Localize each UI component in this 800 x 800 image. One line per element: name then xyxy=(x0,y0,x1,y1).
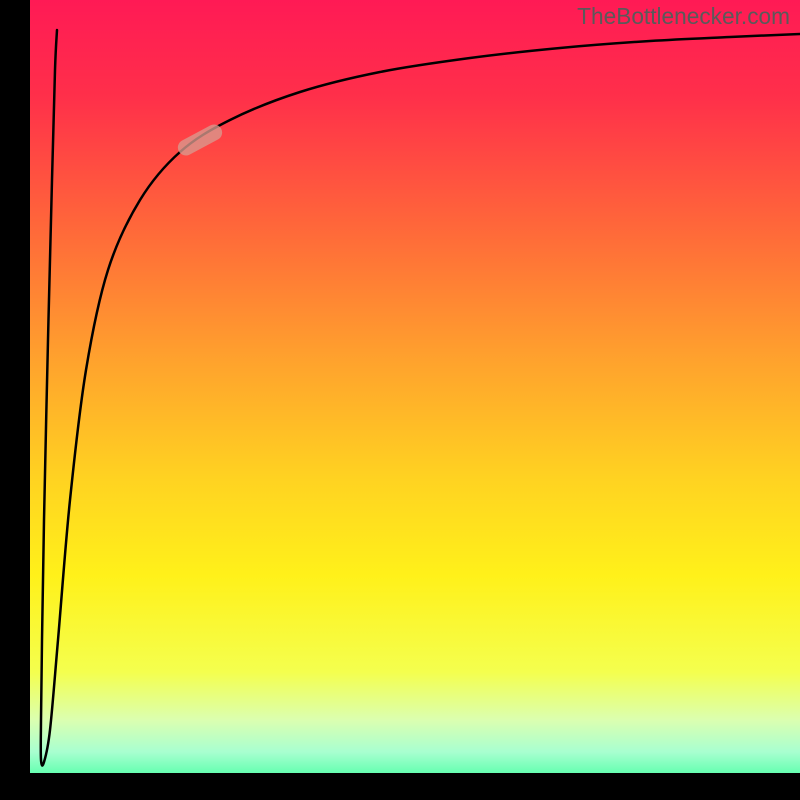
chart-background-gradient xyxy=(0,0,800,800)
watermark-text: TheBottlenecker.com xyxy=(577,3,790,30)
y-axis xyxy=(0,0,30,800)
x-axis xyxy=(0,773,800,800)
chart-container: TheBottlenecker.com xyxy=(0,0,800,800)
